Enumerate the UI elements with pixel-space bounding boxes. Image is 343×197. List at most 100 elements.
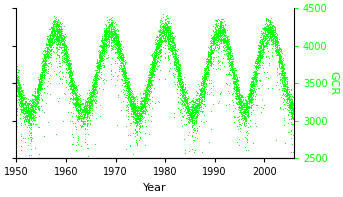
- Point: [75, 136, 81, 139]
- Point: [104, 48, 109, 51]
- Point: [255, 61, 260, 64]
- Point: [98, 54, 104, 57]
- Point: [115, 52, 120, 55]
- Point: [158, 49, 163, 52]
- Point: [190, 117, 195, 120]
- Point: [121, 72, 127, 75]
- Point: [235, 78, 241, 82]
- Point: [215, 36, 221, 39]
- Point: [65, 59, 70, 62]
- Point: [180, 98, 185, 101]
- Point: [14, 76, 19, 79]
- Point: [27, 114, 33, 117]
- Point: [190, 111, 195, 114]
- Point: [259, 55, 264, 58]
- Point: [54, 27, 59, 30]
- Point: [260, 48, 266, 51]
- Point: [142, 99, 147, 102]
- Point: [277, 46, 283, 50]
- Point: [200, 103, 205, 106]
- Point: [270, 34, 275, 37]
- Point: [172, 52, 177, 56]
- Point: [66, 87, 71, 90]
- Point: [150, 58, 155, 61]
- Point: [209, 91, 214, 94]
- Point: [83, 107, 89, 110]
- Point: [123, 72, 129, 75]
- Point: [134, 110, 140, 113]
- Point: [48, 42, 54, 45]
- Point: [184, 103, 189, 106]
- Point: [54, 30, 59, 33]
- Point: [180, 87, 185, 90]
- Point: [281, 86, 286, 90]
- Point: [125, 82, 130, 85]
- Point: [198, 92, 203, 95]
- Point: [160, 15, 166, 18]
- Point: [289, 107, 294, 110]
- Point: [131, 111, 137, 114]
- Point: [226, 42, 232, 45]
- Point: [200, 94, 205, 97]
- Point: [253, 71, 258, 74]
- Point: [26, 101, 32, 105]
- Point: [115, 36, 120, 39]
- Point: [79, 119, 84, 123]
- Point: [108, 22, 114, 25]
- Point: [60, 38, 65, 41]
- Point: [134, 142, 139, 145]
- Point: [243, 100, 248, 103]
- Point: [198, 96, 203, 99]
- Point: [259, 31, 264, 34]
- Point: [36, 87, 42, 90]
- Point: [36, 81, 42, 84]
- Point: [277, 54, 283, 57]
- Point: [122, 72, 127, 75]
- Point: [49, 32, 54, 35]
- Point: [46, 41, 51, 45]
- Point: [254, 73, 260, 76]
- Point: [237, 97, 243, 100]
- Point: [44, 44, 49, 47]
- Point: [157, 32, 163, 35]
- Point: [43, 53, 48, 56]
- Point: [42, 60, 47, 63]
- Point: [139, 102, 145, 105]
- Point: [151, 87, 156, 90]
- Point: [57, 36, 62, 39]
- Point: [247, 87, 252, 90]
- Point: [92, 84, 98, 87]
- Point: [94, 65, 100, 68]
- Point: [233, 82, 239, 85]
- Point: [153, 57, 158, 60]
- Point: [135, 114, 141, 117]
- Point: [70, 83, 76, 86]
- Point: [185, 111, 191, 114]
- Point: [281, 75, 287, 78]
- Point: [249, 85, 255, 88]
- Point: [203, 87, 208, 91]
- Point: [255, 58, 260, 61]
- Point: [92, 80, 98, 84]
- Point: [240, 97, 246, 100]
- Point: [75, 108, 81, 111]
- Point: [87, 114, 92, 117]
- Point: [242, 98, 248, 101]
- Point: [117, 44, 123, 47]
- Point: [208, 50, 213, 53]
- Point: [26, 112, 31, 115]
- Point: [29, 106, 35, 109]
- Point: [213, 38, 218, 41]
- Point: [87, 96, 92, 99]
- Point: [24, 113, 30, 117]
- Point: [222, 35, 227, 38]
- Point: [68, 71, 73, 74]
- Point: [155, 48, 160, 51]
- Point: [226, 49, 231, 52]
- Point: [61, 52, 66, 55]
- Point: [19, 96, 24, 99]
- Point: [169, 47, 175, 50]
- Point: [265, 35, 270, 39]
- Point: [225, 61, 230, 64]
- Point: [72, 104, 78, 107]
